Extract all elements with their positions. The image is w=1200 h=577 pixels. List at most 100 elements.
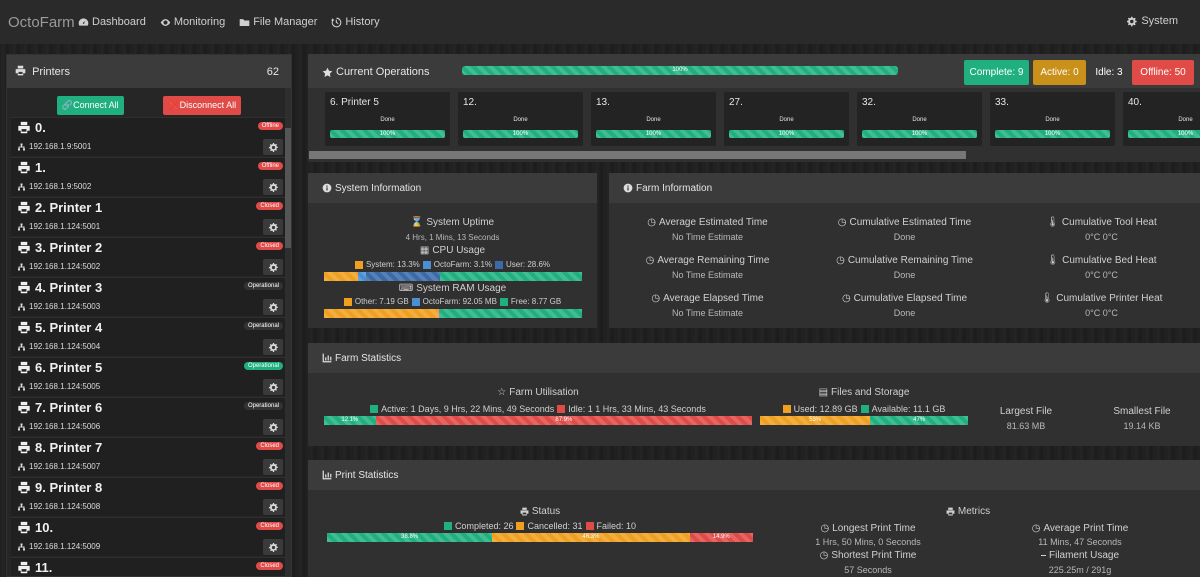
farm-info-label-text: Cumulative Printer Heat (1056, 293, 1163, 304)
printer-list-item[interactable]: 8. Printer 7 Closed 192.168.1.124:5007 (11, 437, 285, 476)
memory-icon: ⌨ (398, 283, 414, 294)
filament-usage-label: ⎯ Filament Usage (980, 550, 1180, 561)
legend-swatch-available (860, 405, 869, 413)
operation-card[interactable]: 40. Done 100% (1123, 92, 1200, 146)
printer-name[interactable]: 0. (17, 120, 46, 135)
printer-list-item[interactable]: 11. Closed (11, 557, 285, 576)
printer-settings-button[interactable] (263, 219, 283, 235)
printer-name[interactable]: 8. Printer 7 (17, 440, 102, 455)
network-icon (18, 423, 25, 430)
info-icon (322, 183, 332, 193)
operation-card[interactable]: 12. Done 100% (458, 92, 583, 146)
printer-settings-button[interactable] (263, 379, 283, 395)
uptime-value: 4 Hrs, 1 Mins, 13 Seconds (405, 233, 500, 242)
printer-list-item[interactable]: 2. Printer 1 Closed 192.168.1.124:5001 (11, 197, 285, 236)
printer-address: 192.168.1.124:5008 (17, 502, 100, 511)
printer-settings-button[interactable] (263, 299, 283, 315)
printer-name[interactable]: 4. Printer 3 (17, 280, 102, 295)
active-badge[interactable]: Active: 0 (1033, 60, 1086, 85)
printer-status-badge: Offline (257, 162, 283, 170)
operation-card[interactable]: 33. Done 100% (990, 92, 1115, 146)
nav-dashboard[interactable]: Dashboard (78, 16, 146, 28)
printer-list-item[interactable]: 0. Offline 192.168.1.9:5001 (11, 117, 285, 156)
ram-bar-octofarm (438, 309, 441, 318)
nav-file-manager-label: File Manager (253, 16, 318, 28)
printer-list-item[interactable]: 4. Printer 3 Operational 192.168.1.124:500… (11, 277, 285, 316)
printer-name[interactable]: 10. (17, 520, 53, 535)
farm-info-label-text: Average Remaining Time (657, 255, 770, 266)
thermometer-icon: 🌡 (1040, 293, 1054, 304)
sidebar-buttons: 🔗Connect All ❌Disconnect All (7, 88, 291, 119)
printer-list-item[interactable]: 1. Offline 192.168.1.9:5002 (11, 157, 285, 196)
printer-list-item[interactable]: 6. Printer 5 Operational 192.168.1.124:500… (11, 357, 285, 396)
farm-info-label: ◷ Cumulative Estimated Time (806, 217, 1003, 228)
largest-file-value: 81.63 MB (1006, 421, 1046, 431)
network-icon (18, 503, 25, 510)
ops-horizontal-scrollbar[interactable] (309, 151, 966, 159)
nav-system[interactable]: System (1127, 15, 1178, 27)
unlink-icon: ❌ (168, 100, 180, 110)
printer-settings-button[interactable] (263, 419, 283, 435)
nav-file-manager[interactable]: File Manager (239, 16, 317, 28)
brand-logo[interactable]: OctoFarm (8, 13, 75, 31)
operation-progress-bar: 100% (995, 130, 1110, 138)
printer-icon (18, 321, 30, 334)
printer-list-item[interactable]: 3. Printer 2 Closed 192.168.1.124:5002 (11, 237, 285, 276)
sidebar-scrollbar[interactable] (285, 88, 291, 576)
print-stats-title: Print Statistics (335, 469, 399, 481)
printer-name[interactable]: 5. Printer 4 (17, 320, 102, 335)
printer-name[interactable]: 11. (17, 560, 52, 575)
complete-badge[interactable]: Complete: 9 (964, 60, 1029, 85)
printer-settings-button[interactable] (263, 539, 283, 555)
operation-card[interactable]: 32. Done 100% (857, 92, 982, 146)
printer-settings-button[interactable] (263, 339, 283, 355)
star-icon (322, 67, 333, 77)
network-icon (18, 383, 25, 390)
nav-history[interactable]: History (331, 16, 380, 28)
cpu-bar-free (440, 272, 582, 281)
farm-info-value: 0°C 0°C (1085, 308, 1118, 318)
printer-address: 192.168.1.124:5001 (17, 222, 100, 231)
offline-badge[interactable]: Offline: 50 (1132, 60, 1194, 85)
longest-print-label-text: Longest Print Time (832, 523, 916, 534)
farm-info-value: 0°C 0°C (1085, 232, 1118, 242)
printer-icon (18, 281, 30, 294)
operation-progress-bar: 100% (596, 130, 711, 138)
printer-name[interactable]: 1. (17, 160, 46, 175)
printer-list-item[interactable]: 10. Closed 192.168.1.124:5009 (11, 517, 285, 556)
printer-list-item[interactable]: 5. Printer 4 Operational 192.168.1.124:500… (11, 317, 285, 356)
operation-card[interactable]: 13. Done 100% (591, 92, 716, 146)
nav-monitoring[interactable]: Monitoring (160, 16, 225, 28)
sidebar-scroll-thumb[interactable] (285, 128, 291, 248)
printer-settings-button[interactable] (263, 459, 283, 475)
printer-settings-button[interactable] (263, 259, 283, 275)
printer-name[interactable]: 7. Printer 6 (17, 400, 102, 415)
printer-settings-button[interactable] (263, 139, 283, 155)
ops-header: Current Operations 100% Complete: 9 Acti… (308, 54, 1200, 88)
printer-list-item[interactable]: 7. Printer 6 Operational 192.168.1.124:500… (11, 397, 285, 436)
printer-ip-text: 192.168.1.124:5005 (29, 382, 101, 391)
printer-name[interactable]: 3. Printer 2 (17, 240, 102, 255)
operation-card[interactable]: 27. Done 100% (724, 92, 849, 146)
disconnect-all-button[interactable]: ❌Disconnect All (163, 96, 242, 115)
printer-ip-text: 192.168.1.124:5004 (29, 342, 101, 351)
shortest-print-label-text: Shortest Print Time (831, 550, 917, 561)
operation-card[interactable]: 6. Printer 5 Done 100% (325, 92, 450, 146)
printer-name[interactable]: 9. Printer 8 (17, 480, 102, 495)
connect-all-button[interactable]: 🔗Connect All (56, 96, 124, 115)
printer-settings-button[interactable] (263, 499, 283, 515)
ram-usage-bar (324, 309, 582, 318)
thermometer-icon: 🌡 (1046, 217, 1059, 228)
utilisation-legend: Active: 1 Days, 9 Hrs, 22 Mins, 49 Secon… (324, 404, 752, 414)
printer-list-item[interactable]: 9. Printer 8 Closed 192.168.1.124:5008 (11, 477, 285, 516)
printer-name-text: 1. (35, 160, 46, 175)
printer-ip-text: 192.168.1.9:5002 (29, 182, 92, 191)
farm-info-label-text: Cumulative Elapsed Time (853, 293, 968, 304)
operation-progress-bar: 100% (862, 130, 977, 138)
printer-settings-button[interactable] (263, 179, 283, 195)
legend-swatch-user (495, 260, 504, 269)
printer-name[interactable]: 6. Printer 5 (17, 360, 102, 375)
network-icon (18, 223, 25, 230)
printer-name[interactable]: 2. Printer 1 (17, 200, 102, 215)
idle-badge[interactable]: Idle: 3 (1090, 60, 1128, 85)
